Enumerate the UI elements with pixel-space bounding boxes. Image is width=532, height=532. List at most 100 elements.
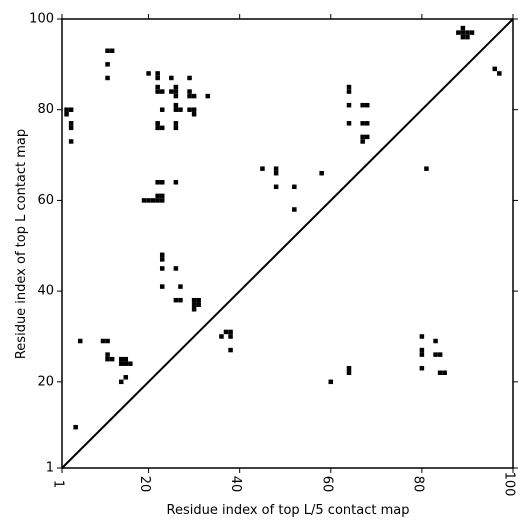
contact-cell-upper — [173, 125, 179, 131]
contact-cell-upper — [460, 25, 466, 31]
contact-cell-lower — [437, 370, 443, 375]
contact-cell-lower — [437, 352, 443, 357]
y-tick-label: 100 — [29, 12, 54, 27]
contact-cell-upper — [105, 48, 110, 53]
x-tick-label: 100 — [502, 472, 517, 497]
contact-cell-lower — [191, 297, 197, 303]
contact-cell-lower — [346, 365, 352, 371]
y-tick-label: 40 — [37, 284, 54, 299]
contact-cell-upper — [155, 121, 160, 126]
contact-cell-upper — [492, 66, 498, 72]
contact-cell-upper — [173, 297, 179, 303]
contact-cell-lower — [328, 379, 334, 385]
contact-cell-lower — [73, 424, 78, 430]
contact-cell-lower — [191, 307, 197, 312]
contact-cell-upper — [159, 180, 165, 185]
contact-cell-upper — [187, 75, 192, 81]
contact-cell-lower — [223, 329, 229, 335]
contact-cell-upper — [319, 170, 324, 176]
contact-cell-upper — [424, 166, 429, 171]
contact-cell-upper — [159, 257, 165, 262]
contact-cell-upper — [497, 71, 502, 76]
contact-cell-lower — [77, 338, 83, 344]
contact-cell-upper — [155, 75, 160, 81]
contact-cell-upper — [173, 89, 179, 94]
contact-cell-upper — [68, 107, 74, 112]
contact-cell-upper — [178, 284, 183, 289]
contact-cell-upper — [346, 102, 352, 108]
contact-cell-upper — [173, 266, 179, 271]
x-tick-label: 40 — [228, 476, 243, 493]
contact-cell-lower — [228, 329, 233, 335]
plot-frame — [61, 18, 514, 469]
contact-cell-upper — [364, 102, 370, 108]
contact-cell-upper — [109, 48, 115, 53]
contact-cell-upper — [187, 93, 192, 99]
contact-cell-upper — [159, 284, 165, 289]
contact-cell-lower — [128, 361, 133, 366]
contact-cell-upper — [146, 71, 151, 76]
contact-cell-lower — [219, 334, 224, 339]
contact-cell-lower — [346, 370, 352, 375]
contact-cell-upper — [173, 180, 179, 185]
contact-cell-upper — [360, 102, 365, 108]
contact-cell-upper — [364, 121, 370, 126]
contact-cell-upper — [187, 89, 192, 94]
contact-cell-lower — [419, 352, 425, 357]
contact-cell-lower — [105, 356, 110, 362]
contact-cell-lower — [118, 361, 124, 366]
contact-cell-upper — [273, 166, 279, 171]
contact-cell-upper — [364, 134, 370, 140]
contact-cell-upper — [460, 30, 466, 35]
contact-cell-upper — [465, 30, 470, 35]
contact-cell-upper — [155, 71, 160, 76]
x-axis-label: Residue index of top L/5 contact map — [167, 503, 410, 518]
contact-cell-upper — [292, 184, 297, 190]
contact-cell-lower — [228, 334, 233, 339]
contact-cell-upper — [155, 180, 160, 185]
x-tick-label: 20 — [137, 476, 152, 493]
contact-cell-lower — [100, 338, 106, 344]
contact-cell-upper — [465, 34, 470, 40]
contact-cell-upper — [159, 107, 165, 112]
contact-cell-upper — [159, 266, 165, 271]
contact-cell-upper — [159, 252, 165, 258]
contact-cell-upper — [169, 75, 174, 81]
contact-cell-upper — [173, 93, 179, 99]
contact-cell-upper — [346, 121, 352, 126]
contact-cell-upper — [68, 121, 74, 126]
x-tick-label: 60 — [319, 476, 334, 493]
contact-cell-upper — [105, 62, 110, 67]
y-tick-label: 80 — [37, 102, 54, 117]
contact-cell-upper — [360, 121, 365, 126]
contact-cell-upper — [360, 134, 365, 140]
contact-cell-lower — [118, 379, 124, 385]
contact-cell-upper — [68, 125, 74, 131]
contact-cell-lower — [118, 356, 124, 362]
y-axis-label: Residue index of top L contact map — [14, 129, 29, 359]
contact-cell-upper — [155, 193, 160, 199]
contact-cell-lower — [433, 352, 438, 357]
contact-cell-upper — [159, 193, 165, 199]
contact-cell-lower — [105, 338, 110, 344]
contact-cell-upper — [155, 89, 160, 94]
contact-cells — [64, 25, 502, 430]
contact-cell-upper — [178, 297, 183, 303]
contact-cell-upper — [169, 89, 174, 94]
contact-cell-upper — [155, 84, 160, 90]
y-tick-label: 20 — [37, 374, 54, 389]
diagonal-line — [61, 18, 514, 469]
contact-cell-upper — [178, 107, 183, 112]
contact-cell-upper — [173, 84, 179, 90]
contact-cell-upper — [173, 107, 179, 112]
contact-cell-upper — [191, 93, 197, 99]
contact-cell-upper — [460, 34, 466, 40]
contact-cell-upper — [173, 102, 179, 108]
contact-cell-upper — [68, 139, 74, 144]
contact-cell-lower — [123, 375, 129, 380]
contact-cell-upper — [141, 198, 147, 203]
contact-cell-upper — [105, 75, 110, 81]
contact-cell-lower — [109, 356, 115, 362]
contact-cell-upper — [346, 84, 352, 90]
